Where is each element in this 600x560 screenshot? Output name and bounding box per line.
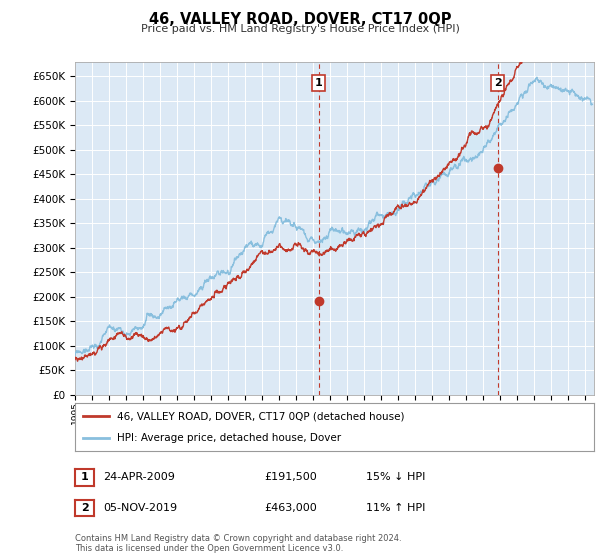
Text: 2: 2 (494, 78, 502, 88)
Text: 24-APR-2009: 24-APR-2009 (103, 472, 175, 482)
Text: 15% ↓ HPI: 15% ↓ HPI (366, 472, 425, 482)
Text: 11% ↑ HPI: 11% ↑ HPI (366, 503, 425, 513)
Text: £191,500: £191,500 (264, 472, 317, 482)
Text: 1: 1 (314, 78, 322, 88)
Text: 05-NOV-2019: 05-NOV-2019 (103, 503, 178, 513)
Text: Price paid vs. HM Land Registry's House Price Index (HPI): Price paid vs. HM Land Registry's House … (140, 24, 460, 34)
Text: 46, VALLEY ROAD, DOVER, CT17 0QP: 46, VALLEY ROAD, DOVER, CT17 0QP (149, 12, 451, 27)
Text: Contains HM Land Registry data © Crown copyright and database right 2024.
This d: Contains HM Land Registry data © Crown c… (75, 534, 401, 553)
Text: £463,000: £463,000 (264, 503, 317, 513)
Text: 1: 1 (81, 472, 88, 482)
Text: 2: 2 (81, 503, 88, 513)
Text: HPI: Average price, detached house, Dover: HPI: Average price, detached house, Dove… (116, 433, 341, 443)
Text: 46, VALLEY ROAD, DOVER, CT17 0QP (detached house): 46, VALLEY ROAD, DOVER, CT17 0QP (detach… (116, 411, 404, 421)
